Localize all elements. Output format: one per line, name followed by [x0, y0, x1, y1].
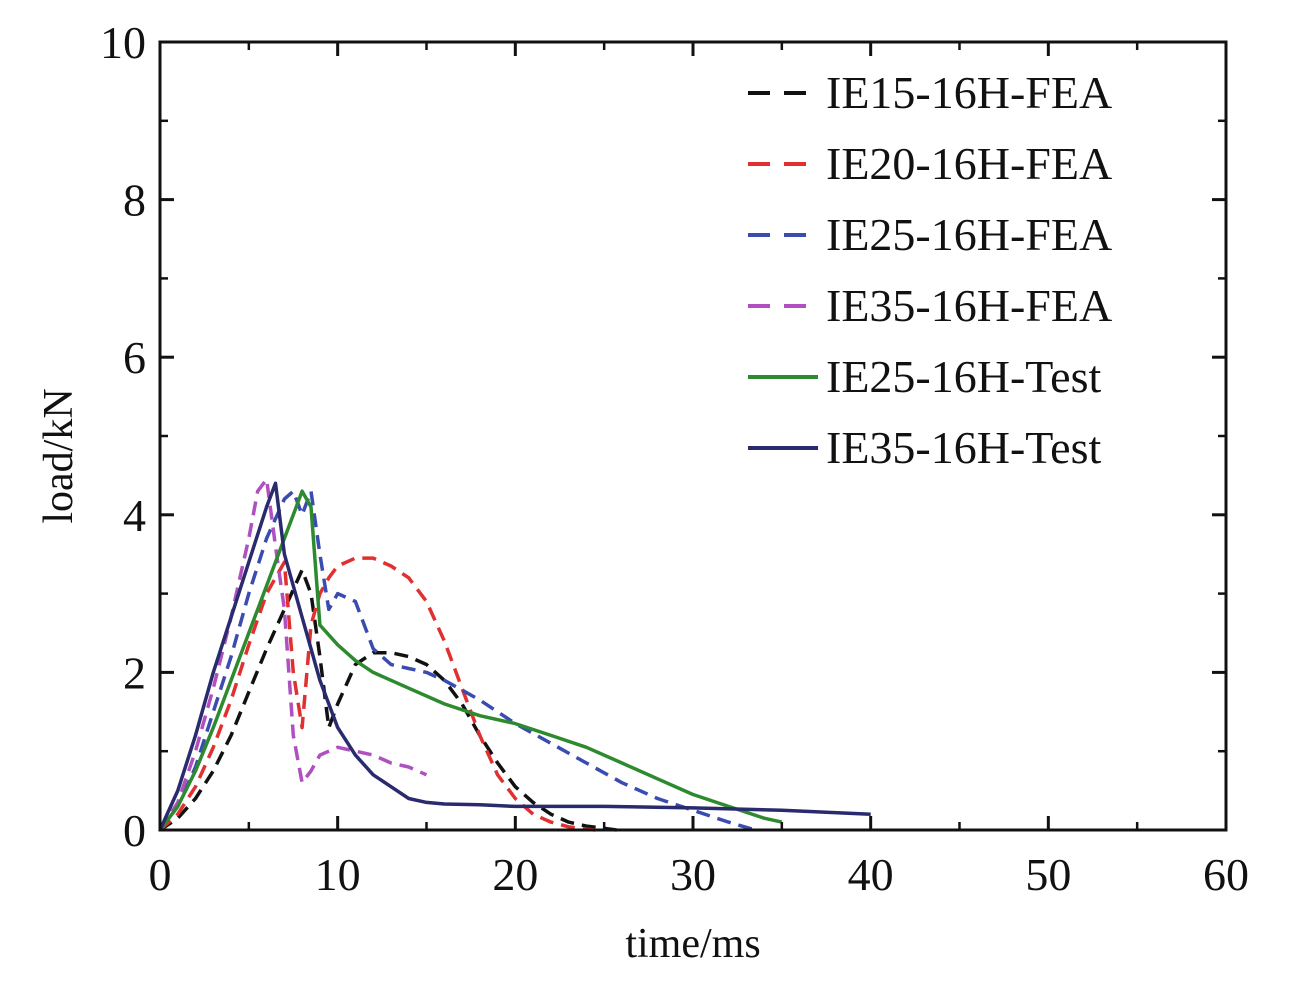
- x-tick-label: 60: [1203, 849, 1249, 900]
- y-tick-label: 8: [123, 175, 146, 226]
- x-tick-label: 20: [492, 849, 538, 900]
- y-axis-title: load/kN: [36, 388, 82, 523]
- y-tick-label: 10: [100, 17, 146, 68]
- x-tick-label: 10: [315, 849, 361, 900]
- series-line-5: [158, 489, 783, 832]
- legend-label: IE15-16H-FEA: [826, 67, 1112, 118]
- legend-label: IE35-16H-FEA: [826, 280, 1112, 331]
- y-tick-label: 4: [123, 490, 146, 541]
- x-tick-label: 50: [1025, 849, 1071, 900]
- x-axis-title: time/ms: [625, 921, 760, 967]
- x-tick-label: 40: [848, 849, 894, 900]
- y-tick-label: 6: [123, 332, 146, 383]
- y-tick-label: 2: [123, 647, 146, 698]
- series-layer: [158, 477, 871, 832]
- series-line-4: [158, 477, 428, 831]
- tick-layer: 0 10 20 30 40 50 60 0 2 4 6 8 10: [100, 17, 1249, 900]
- series-line-3: [158, 489, 756, 832]
- series-line-1: [159, 568, 617, 832]
- legend-label: IE25-16H-FEA: [826, 209, 1112, 260]
- series-line-2: [158, 556, 596, 832]
- series-line-6: [158, 481, 871, 831]
- legend-label: IE20-16H-FEA: [826, 138, 1112, 189]
- y-tick-label: 0: [123, 805, 146, 856]
- x-tick-label: 0: [149, 849, 172, 900]
- legend-label: IE25-16H-Test: [826, 351, 1101, 402]
- legend: IE15-16H-FEA IE20-16H-FEA IE25-16H-FEA IE35…: [748, 67, 1112, 473]
- legend-label: IE35-16H-Test: [826, 422, 1101, 473]
- x-tick-label: 30: [670, 849, 716, 900]
